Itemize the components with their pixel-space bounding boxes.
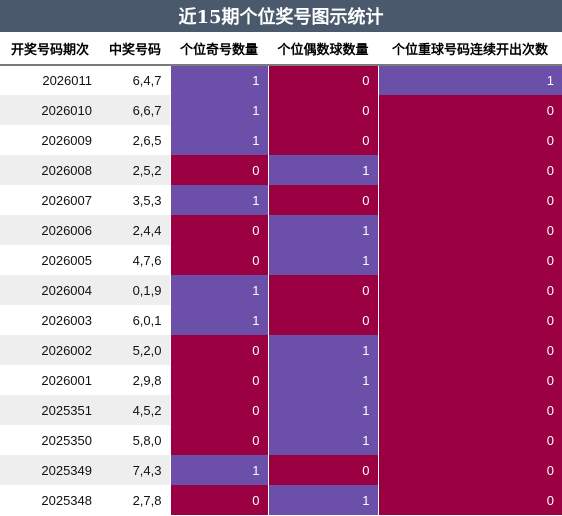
- cell-repeat-count: 0: [377, 335, 562, 365]
- cell-issue: 2026011: [0, 65, 100, 95]
- table-row: 2026002 5,2,0 0 1 0: [0, 335, 562, 365]
- header-row: 开奖号码期次 中奖号码 个位奇号数量 个位偶数球数量 个位重球号码连续开出次数: [0, 32, 562, 66]
- cell-even-count: 0: [267, 95, 378, 125]
- table-row: 2026004 0,1,9 1 0 0: [0, 275, 562, 305]
- cell-even-count: 0: [267, 275, 378, 305]
- cell-even-count: 0: [267, 65, 378, 95]
- stats-table: 开奖号码期次 中奖号码 个位奇号数量 个位偶数球数量 个位重球号码连续开出次数 …: [0, 32, 562, 515]
- cell-repeat-count: 0: [377, 305, 562, 335]
- cell-issue: 2025348: [0, 485, 100, 515]
- cell-even-count: 0: [267, 125, 378, 155]
- cell-even-count: 1: [267, 245, 378, 275]
- cell-even-count: 1: [267, 215, 378, 245]
- cell-winning-numbers: 5,8,0: [100, 425, 170, 455]
- table-row: 2026007 3,5,3 1 0 0: [0, 185, 562, 215]
- table-title: 近15期个位奖号图示统计: [0, 0, 562, 32]
- cell-repeat-count: 0: [377, 395, 562, 425]
- cell-repeat-count: 0: [377, 215, 562, 245]
- cell-issue: 2026002: [0, 335, 100, 365]
- cell-odd-count: 0: [169, 425, 268, 455]
- table-body: 2026011 6,4,7 1 0 1 2026010 6,6,7 1 0 0 2026009 2,6…: [0, 65, 562, 515]
- cell-odd-count: 1: [169, 65, 268, 95]
- cell-repeat-count: 0: [377, 455, 562, 485]
- table-row: 2026005 4,7,6 0 1 0: [0, 245, 562, 275]
- cell-repeat-count: 0: [377, 275, 562, 305]
- cell-issue: 2025350: [0, 425, 100, 455]
- cell-odd-count: 0: [169, 335, 268, 365]
- table-row: 2026009 2,6,5 1 0 0: [0, 125, 562, 155]
- cell-odd-count: 1: [169, 125, 268, 155]
- cell-odd-count: 0: [169, 365, 268, 395]
- header-repeat-count: 个位重球号码连续开出次数: [378, 32, 562, 66]
- cell-even-count: 1: [267, 485, 378, 515]
- cell-repeat-count: 0: [377, 485, 562, 515]
- header-winning-numbers: 中奖号码: [100, 32, 170, 66]
- cell-even-count: 0: [267, 305, 378, 335]
- cell-odd-count: 0: [169, 395, 268, 425]
- table-row: 2025350 5,8,0 0 1 0: [0, 425, 562, 455]
- cell-even-count: 0: [267, 185, 378, 215]
- cell-issue: 2026005: [0, 245, 100, 275]
- cell-odd-count: 1: [169, 95, 268, 125]
- cell-even-count: 1: [267, 425, 378, 455]
- cell-repeat-count: 0: [377, 155, 562, 185]
- cell-issue: 2025349: [0, 455, 100, 485]
- cell-winning-numbers: 2,9,8: [100, 365, 170, 395]
- cell-issue: 2026006: [0, 215, 100, 245]
- cell-winning-numbers: 2,7,8: [100, 485, 170, 515]
- cell-winning-numbers: 0,1,9: [100, 275, 170, 305]
- cell-odd-count: 1: [169, 305, 268, 335]
- cell-winning-numbers: 7,4,3: [100, 455, 170, 485]
- cell-winning-numbers: 6,6,7: [100, 95, 170, 125]
- table-row: 2026011 6,4,7 1 0 1: [0, 65, 562, 95]
- cell-odd-count: 0: [169, 245, 268, 275]
- cell-issue: 2026010: [0, 95, 100, 125]
- table-row: 2026010 6,6,7 1 0 0: [0, 95, 562, 125]
- cell-even-count: 0: [267, 455, 378, 485]
- table-row: 2026001 2,9,8 0 1 0: [0, 365, 562, 395]
- cell-winning-numbers: 2,6,5: [100, 125, 170, 155]
- cell-issue: 2026003: [0, 305, 100, 335]
- cell-issue: 2025351: [0, 395, 100, 425]
- cell-issue: 2026004: [0, 275, 100, 305]
- cell-even-count: 1: [267, 395, 378, 425]
- cell-winning-numbers: 6,4,7: [100, 65, 170, 95]
- cell-issue: 2026001: [0, 365, 100, 395]
- table-row: 2025351 4,5,2 0 1 0: [0, 395, 562, 425]
- cell-even-count: 1: [267, 155, 378, 185]
- cell-repeat-count: 0: [377, 95, 562, 125]
- cell-even-count: 1: [267, 335, 378, 365]
- header-issue: 开奖号码期次: [0, 32, 100, 66]
- cell-repeat-count: 0: [377, 185, 562, 215]
- cell-winning-numbers: 4,7,6: [100, 245, 170, 275]
- cell-winning-numbers: 5,2,0: [100, 335, 170, 365]
- table-row: 2026008 2,5,2 0 1 0: [0, 155, 562, 185]
- cell-repeat-count: 0: [377, 245, 562, 275]
- cell-repeat-count: 0: [377, 125, 562, 155]
- cell-even-count: 1: [267, 365, 378, 395]
- table-row: 2026003 6,0,1 1 0 0: [0, 305, 562, 335]
- cell-odd-count: 1: [169, 455, 268, 485]
- header-odd-count: 个位奇号数量: [170, 32, 268, 66]
- cell-odd-count: 1: [169, 275, 268, 305]
- cell-winning-numbers: 3,5,3: [100, 185, 170, 215]
- cell-winning-numbers: 2,4,4: [100, 215, 170, 245]
- table-row: 2025348 2,7,8 0 1 0: [0, 485, 562, 515]
- cell-odd-count: 0: [169, 485, 268, 515]
- cell-repeat-count: 0: [377, 425, 562, 455]
- table-row: 2026006 2,4,4 0 1 0: [0, 215, 562, 245]
- cell-winning-numbers: 4,5,2: [100, 395, 170, 425]
- cell-odd-count: 0: [169, 155, 268, 185]
- header-even-count: 个位偶数球数量: [268, 32, 378, 66]
- cell-issue: 2026009: [0, 125, 100, 155]
- cell-issue: 2026007: [0, 185, 100, 215]
- cell-repeat-count: 0: [377, 365, 562, 395]
- cell-winning-numbers: 2,5,2: [100, 155, 170, 185]
- cell-repeat-count: 1: [377, 65, 562, 95]
- cell-odd-count: 0: [169, 215, 268, 245]
- cell-winning-numbers: 6,0,1: [100, 305, 170, 335]
- cell-odd-count: 1: [169, 185, 268, 215]
- table-row: 2025349 7,4,3 1 0 0: [0, 455, 562, 485]
- cell-issue: 2026008: [0, 155, 100, 185]
